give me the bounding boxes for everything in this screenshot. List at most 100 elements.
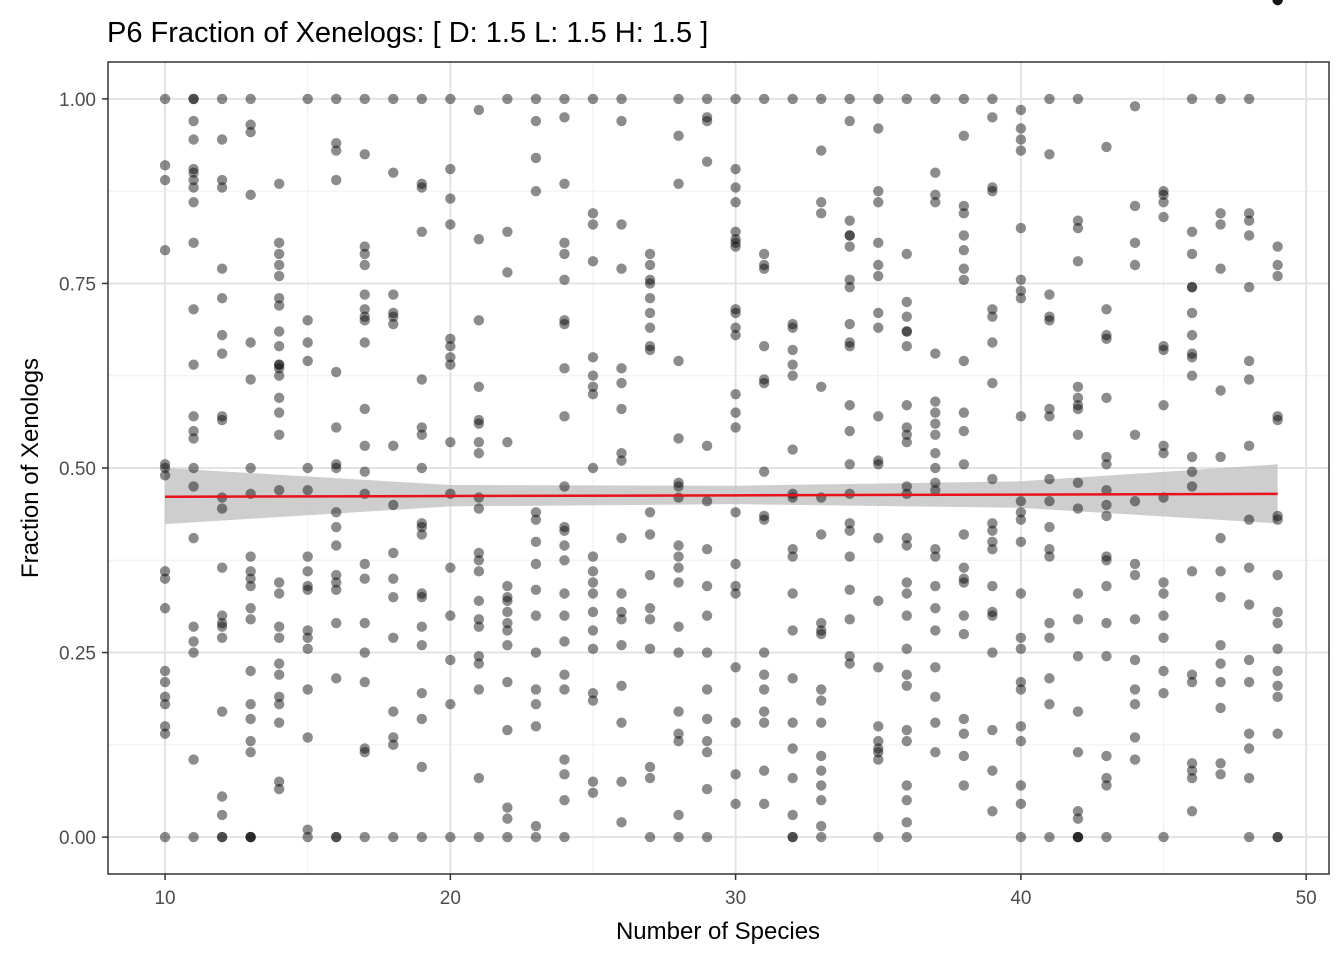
data-point: [873, 735, 884, 747]
data-point: [359, 149, 370, 160]
data-point: [388, 739, 399, 751]
data-point: [188, 647, 199, 658]
data-point: [530, 93, 542, 105]
data-point: [273, 392, 285, 404]
data-point: [559, 684, 570, 695]
data-point: [787, 318, 798, 330]
data-point: [673, 492, 684, 503]
data-point: [701, 831, 713, 843]
data-point: [331, 577, 342, 588]
data-point: [445, 163, 456, 175]
data-point: [1129, 614, 1141, 625]
data-point: [1015, 588, 1027, 599]
data-point: [416, 591, 428, 603]
data-point: [787, 344, 798, 356]
data-point: [758, 514, 770, 525]
data-point: [1015, 285, 1027, 297]
data-point: [816, 695, 827, 706]
data-point: [331, 584, 342, 595]
data-point: [188, 93, 199, 105]
data-point: [1129, 684, 1141, 695]
data-point: [1272, 691, 1283, 703]
data-point: [216, 617, 228, 629]
data-point: [388, 311, 399, 322]
data-point: [216, 831, 228, 843]
data-point: [1015, 721, 1027, 732]
data-point: [787, 809, 798, 821]
data-point: [216, 414, 228, 426]
data-point: [987, 182, 998, 193]
data-point: [159, 699, 171, 710]
data-point: [302, 684, 313, 695]
data-point: [958, 263, 970, 274]
data-point: [587, 566, 599, 577]
data-point: [473, 651, 485, 662]
data-point: [559, 237, 570, 249]
data-point: [273, 270, 285, 282]
data-point: [359, 440, 370, 452]
data-point: [1186, 352, 1198, 363]
data-point: [1101, 392, 1112, 404]
data-point: [1186, 758, 1198, 769]
data-point: [1072, 256, 1084, 267]
data-point: [388, 573, 399, 584]
data-point: [359, 573, 370, 584]
data-point: [1272, 728, 1283, 739]
data-point: [188, 636, 199, 647]
data-point: [359, 743, 370, 754]
data-point: [1272, 569, 1283, 581]
data-point: [730, 197, 741, 208]
data-point: [901, 817, 912, 828]
data-point: [1072, 806, 1084, 817]
data-point: [416, 462, 428, 474]
data-point: [331, 138, 342, 149]
data-point: [559, 315, 570, 326]
data-point: [1272, 665, 1283, 677]
data-point: [331, 617, 342, 629]
data-point: [1186, 765, 1198, 776]
data-point: [587, 695, 599, 706]
data-point: [673, 831, 684, 843]
data-point: [787, 588, 798, 599]
data-point: [730, 507, 741, 518]
data-point: [245, 93, 256, 105]
data-point: [644, 259, 656, 271]
data-point: [1101, 580, 1112, 592]
data-point: [530, 514, 542, 525]
data-point: [245, 126, 256, 138]
data-point: [1215, 532, 1226, 544]
data-point: [559, 481, 570, 492]
data-point: [930, 691, 941, 703]
data-point: [530, 115, 542, 127]
data-point: [530, 721, 542, 732]
data-point: [159, 566, 171, 577]
data-point: [473, 233, 485, 245]
data-point: [559, 363, 570, 374]
data-point: [616, 776, 627, 787]
data-point: [958, 355, 970, 367]
data-point: [873, 595, 884, 607]
data-point: [331, 366, 342, 378]
data-point: [302, 462, 313, 474]
data-point: [1015, 134, 1027, 145]
data-point: [331, 673, 342, 684]
data-point: [930, 477, 941, 488]
data-point: [1215, 758, 1226, 769]
data-point: [816, 831, 827, 843]
data-point: [701, 647, 713, 658]
data-point: [302, 93, 313, 105]
data-point: [473, 566, 485, 577]
data-point: [587, 687, 599, 699]
data-point: [673, 433, 684, 444]
data-point: [216, 503, 228, 514]
data-point: [530, 699, 542, 710]
data-point: [701, 747, 713, 758]
data-point: [644, 831, 656, 843]
data-point: [958, 573, 970, 584]
data-point: [1186, 307, 1198, 319]
data-point: [816, 750, 827, 762]
data-point: [673, 647, 684, 658]
data-point: [901, 296, 912, 308]
data-point: [1101, 617, 1112, 629]
data-point: [302, 315, 313, 326]
